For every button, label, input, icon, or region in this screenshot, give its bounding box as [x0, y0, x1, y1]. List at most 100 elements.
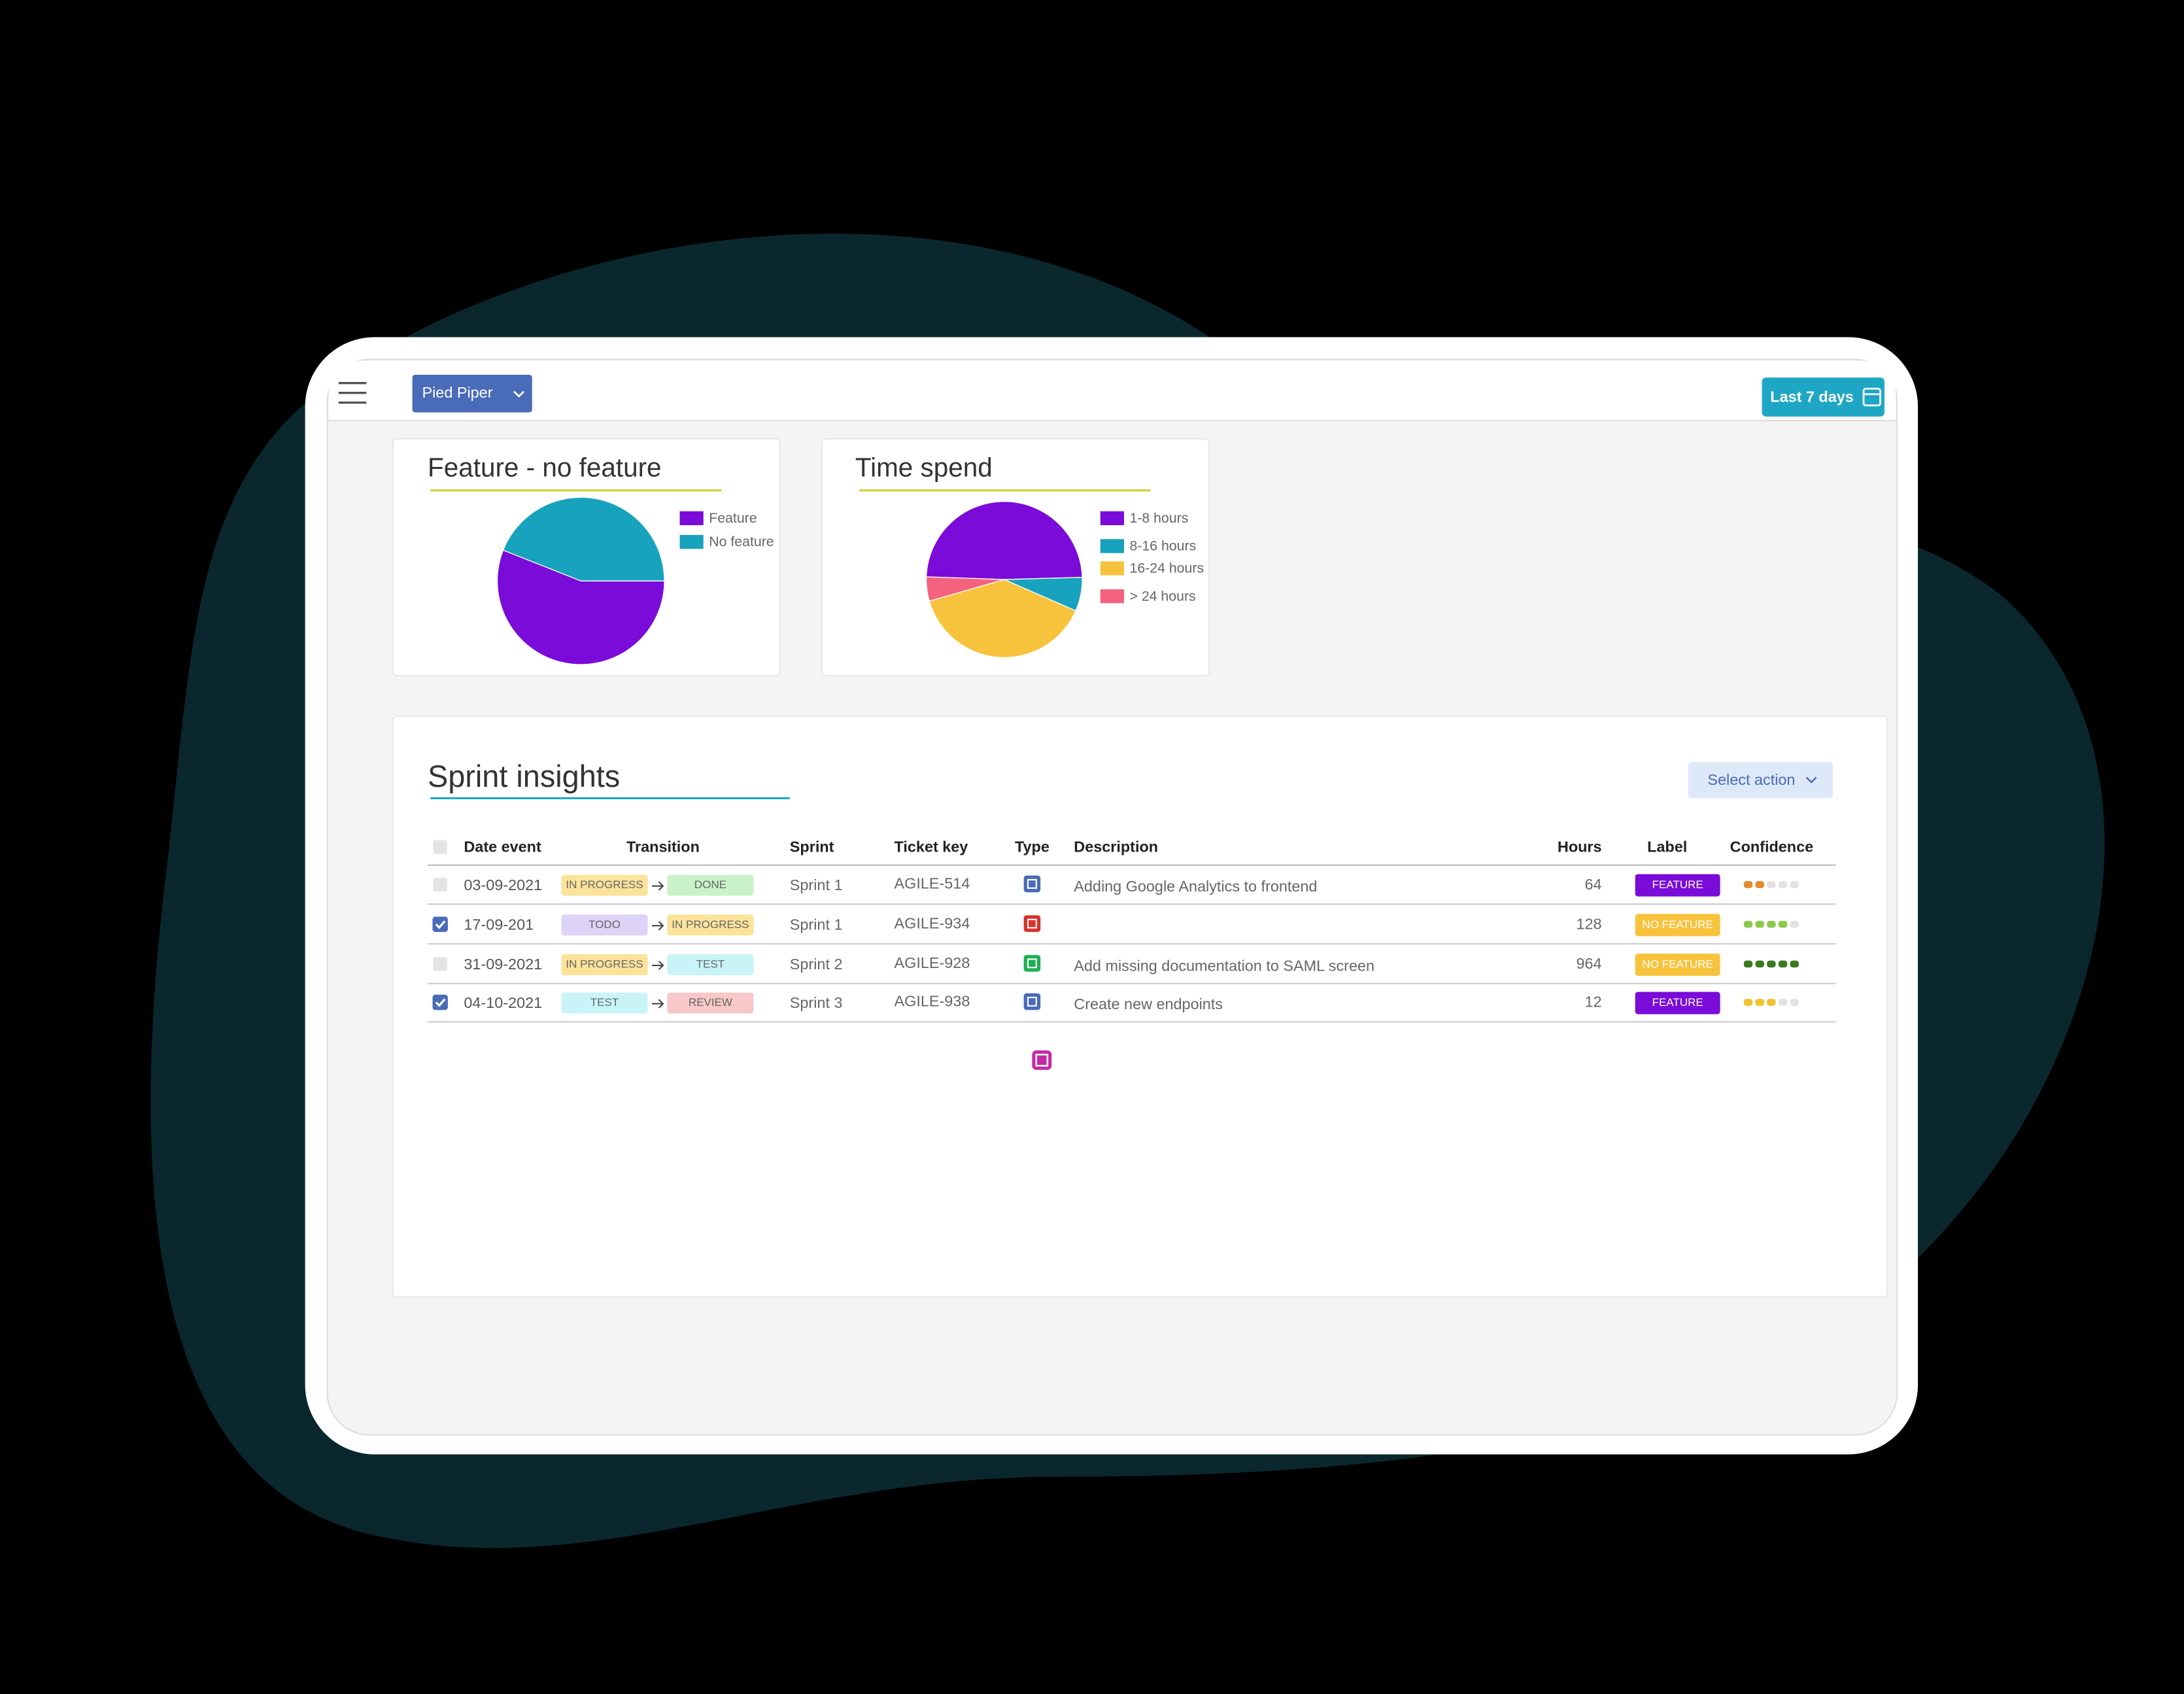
project-name: Pied Piper	[422, 384, 493, 401]
confidence-dot	[1767, 960, 1776, 968]
date: 03-09-2021	[464, 876, 542, 893]
footer-icon[interactable]	[1032, 1050, 1052, 1070]
confidence-dot	[1755, 960, 1764, 968]
status-badge	[561, 874, 648, 896]
confidence-dot	[1755, 999, 1764, 1006]
label-text: FEATURE	[1652, 878, 1703, 891]
confidence-dot	[1743, 920, 1753, 928]
chevron	[1805, 776, 1817, 784]
status-badge	[561, 914, 648, 936]
select-all-checkbox[interactable]	[433, 840, 447, 854]
label-text: NO FEATURE	[1642, 958, 1713, 970]
description: Adding Google Analytics to frontend	[1074, 878, 1317, 895]
confidence-dot	[1743, 999, 1753, 1006]
confidence-dot	[1767, 999, 1776, 1006]
legend-label: > 24 hours	[1130, 588, 1196, 604]
confidence-dot-empty	[1790, 999, 1799, 1006]
confidence-dot	[1778, 960, 1788, 968]
status-badge	[667, 874, 754, 896]
type-icon	[1023, 955, 1041, 972]
project-dropdown[interactable]	[412, 374, 532, 413]
description: Add missing documentation to SAML screen	[1074, 957, 1374, 974]
confidence-dot	[1743, 960, 1753, 968]
status-badge	[667, 954, 754, 975]
confidence-dot	[1790, 960, 1799, 968]
chevron	[513, 390, 524, 398]
action-dropdown[interactable]	[1688, 762, 1834, 799]
column-header: Type	[1015, 838, 1049, 855]
ticket-key: AGILE-938	[895, 993, 970, 1010]
legend-label: 16-24 hours	[1130, 561, 1204, 576]
confidence-dot	[1778, 920, 1788, 928]
date: 17-09-201	[464, 916, 534, 933]
status-text: TEST	[590, 996, 619, 1009]
status-text: REVIEW	[689, 996, 732, 1009]
action-label: Select action	[1707, 771, 1795, 788]
legend-swatch	[679, 534, 704, 549]
confidence-dot	[1755, 881, 1764, 888]
hours: 12	[1585, 994, 1602, 1011]
top-bar	[328, 360, 1896, 421]
menu-icon[interactable]	[338, 382, 367, 404]
column-header: Hours	[1558, 838, 1602, 855]
check-mark	[435, 998, 446, 1007]
calendar-icon	[1862, 387, 1881, 407]
description: Create new endpoints	[1074, 995, 1223, 1012]
status-text: TEST	[696, 958, 725, 970]
label-badge	[1635, 874, 1720, 897]
label-text: NO FEATURE	[1642, 918, 1713, 931]
column-header: Label	[1647, 838, 1687, 855]
confidence-dot-empty	[1790, 920, 1799, 928]
type-icon-glyph	[1027, 958, 1037, 969]
footer-icon-glyph	[1035, 1054, 1049, 1067]
status-text: TODO	[589, 918, 621, 931]
column-header: Date event	[464, 838, 541, 855]
pie-slice	[925, 501, 1083, 580]
ticket-key: AGILE-514	[895, 875, 970, 892]
legend-label: 1-8 hours	[1130, 510, 1189, 526]
type-icon-glyph	[1027, 996, 1037, 1007]
status-badge	[561, 954, 648, 975]
type-icon	[1023, 875, 1041, 893]
column-header: Confidence	[1730, 838, 1813, 855]
sprint: Sprint 2	[790, 956, 843, 973]
legend-swatch	[679, 511, 704, 525]
row-checkbox[interactable]	[433, 877, 447, 892]
confidence-dot-empty	[1778, 881, 1788, 888]
label-badge	[1635, 914, 1720, 937]
column-header: Sprint	[790, 838, 834, 855]
hours: 128	[1576, 915, 1601, 932]
chart-title: Time spend	[855, 452, 993, 482]
label-text: FEATURE	[1652, 996, 1703, 1009]
type-icon	[1023, 993, 1041, 1011]
status-badge	[561, 992, 648, 1014]
range-label: Last 7 days	[1770, 388, 1854, 405]
column-header: Description	[1074, 838, 1158, 855]
legend-label: Feature	[709, 510, 757, 526]
ticket-key: AGILE-928	[895, 954, 970, 971]
legend-swatch	[1100, 539, 1124, 553]
date: 31-09-2021	[464, 956, 542, 973]
legend-label: No feature	[709, 534, 774, 549]
status-badge	[667, 914, 754, 936]
check-mark	[435, 920, 446, 929]
arrow	[651, 881, 664, 891]
confidence-dot	[1743, 881, 1753, 888]
row-checkbox[interactable]	[432, 994, 448, 1011]
status-text: DONE	[694, 878, 726, 891]
table-title: Sprint insights	[428, 759, 620, 793]
row-checkbox[interactable]	[433, 957, 447, 971]
label-badge	[1635, 992, 1720, 1014]
pie-slice	[496, 549, 665, 665]
row-checkbox[interactable]	[432, 916, 448, 932]
arrow	[651, 921, 664, 931]
confidence-dot	[1755, 920, 1764, 928]
pie-slice	[925, 576, 1004, 602]
range-button[interactable]	[1762, 377, 1885, 417]
column-header: Transition	[626, 838, 700, 855]
confidence-dot-empty	[1778, 999, 1788, 1006]
confidence-dot-empty	[1767, 881, 1776, 888]
label-badge	[1635, 953, 1720, 977]
hours: 64	[1585, 876, 1602, 893]
